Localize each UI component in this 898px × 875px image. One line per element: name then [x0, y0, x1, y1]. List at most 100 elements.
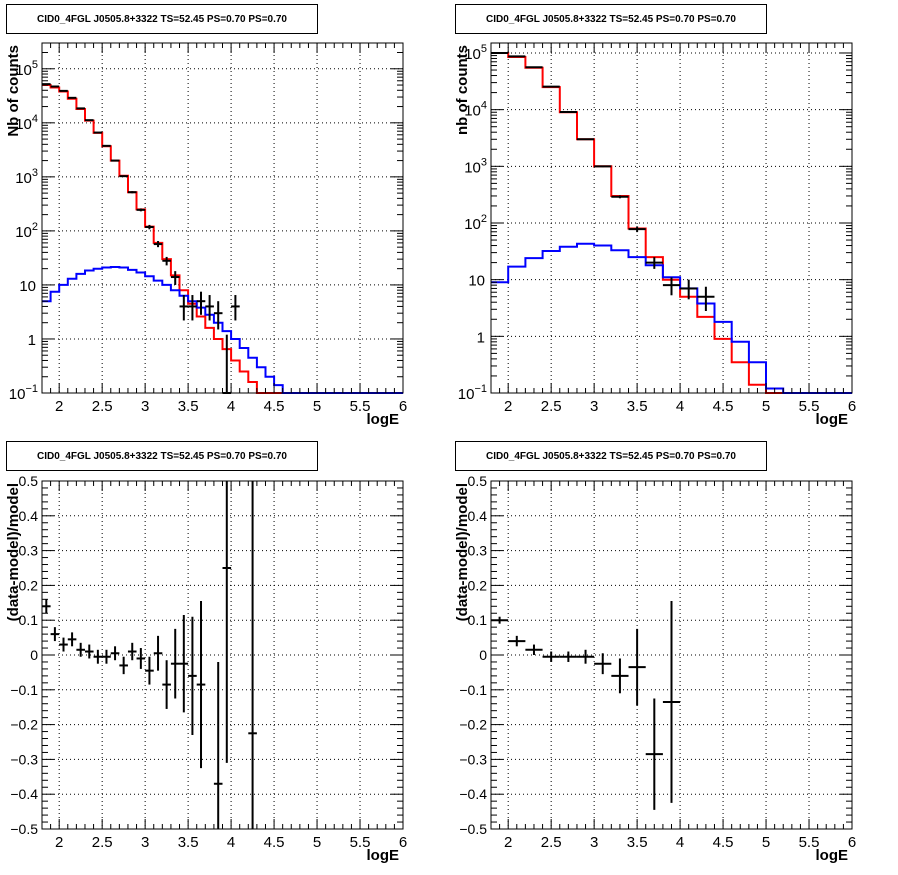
data-point: [576, 649, 595, 664]
data-point: [170, 628, 180, 699]
x-tick-label: 3.5: [627, 834, 648, 851]
x-tick-label: 6: [848, 834, 856, 851]
y-tick-label: 0: [30, 647, 38, 663]
y-tick-label: 0.1: [468, 612, 488, 628]
counts-panel-right: CID0_4FGL J0505.8+3322 TS=52.45 PS=0.70 …: [449, 0, 869, 430]
x-axis-title: logE: [816, 411, 849, 428]
y-tick-label: 0.4: [468, 508, 488, 524]
data-point: [559, 110, 577, 113]
data-point: [67, 632, 77, 647]
data-point: [136, 648, 146, 669]
y-tick-label: −0.4: [10, 786, 38, 802]
data-point: [119, 656, 128, 675]
data-point: [59, 637, 68, 652]
x-tick-label: 4: [676, 398, 684, 415]
x-axis-title: logE: [367, 411, 400, 428]
data-point: [508, 635, 526, 647]
data-point: [119, 175, 128, 178]
chart-title: CID0_4FGL J0505.8+3322 TS=52.45 PS=0.70 …: [455, 4, 767, 34]
y-axis-title: Nb of counts: [5, 45, 22, 137]
plot-frame: [490, 42, 853, 394]
counts-plot-left: 2 2.5 3 3.5 4 4.5 5 5.5 6 10−1 1 10 102 103 104 105 logE…: [5, 42, 407, 428]
data-point: [84, 644, 94, 659]
y-axis-title: (data-model)/model: [5, 483, 22, 621]
x-tick-label: 5.5: [799, 398, 820, 415]
data-point: [179, 295, 189, 321]
data-point: [188, 616, 197, 736]
data-point: [628, 226, 646, 233]
data-point: [145, 224, 154, 230]
x-tick-label: 3.5: [178, 398, 199, 415]
x-tick-label: 3: [590, 834, 598, 851]
data-point: [213, 661, 223, 829]
x-tick-label: 6: [399, 398, 407, 415]
data-point: [662, 601, 681, 803]
x-tick-label: 4: [227, 398, 235, 415]
data-point: [645, 257, 663, 269]
data-point: [102, 144, 111, 147]
source-model-line: [491, 242, 852, 394]
x-tick-label: 2.5: [92, 398, 113, 415]
x-axis-title: logE: [816, 847, 849, 864]
y-tick-label: −0.1: [10, 682, 38, 698]
chart-title: CID0_4FGL J0505.8+3322 TS=52.45 PS=0.70 …: [6, 441, 318, 471]
data-point: [576, 138, 595, 141]
data-point: [179, 614, 189, 713]
x-tick-label: 5: [762, 834, 770, 851]
y-tick-label: 0: [479, 647, 487, 663]
y-tick-label: 104: [15, 113, 38, 133]
data-point: [136, 208, 146, 212]
y-tick-label: 0.5: [19, 473, 39, 489]
x-tick-label: 5: [313, 834, 321, 851]
data-point: [525, 644, 543, 655]
data-point: [50, 627, 60, 642]
y-tick-label: 105: [15, 59, 38, 79]
counts-panel-left: CID0_4FGL J0505.8+3322 TS=52.45 PS=0.70 …: [0, 0, 420, 430]
data-point: [697, 286, 715, 311]
x-tick-label: 5: [313, 398, 321, 415]
y-tick-label: 0.3: [19, 543, 39, 559]
x-tick-label: 3: [141, 834, 149, 851]
y-tick-label: −0.3: [459, 751, 487, 767]
y-tick-label: 0.2: [19, 577, 39, 593]
x-tick-label: 6: [399, 834, 407, 851]
data-point: [188, 295, 197, 321]
x-tick-label: 4.5: [264, 834, 285, 851]
x-tick-label: 2: [504, 398, 512, 415]
source-model-line: [42, 266, 403, 394]
data-point: [196, 601, 206, 769]
data-point: [559, 651, 577, 662]
y-tick-label: 10−1: [9, 383, 38, 403]
x-tick-label: 4: [676, 834, 684, 851]
x-axis-title: logE: [367, 847, 400, 864]
y-axis-title: (data-model)/model: [454, 483, 471, 621]
y-tick-label: 1: [28, 332, 36, 349]
y-tick-label: 0.2: [468, 577, 488, 593]
x-tick-label: 4.5: [713, 398, 734, 415]
data-point: [222, 334, 232, 394]
data-point: [594, 653, 612, 675]
data-point: [662, 277, 681, 296]
x-tick-label: 3: [141, 398, 149, 415]
data-point: [248, 481, 257, 829]
residual-panel-right: CID0_4FGL J0505.8+3322 TS=52.45 PS=0.70 …: [449, 437, 869, 875]
data-point: [153, 635, 163, 671]
data-point: [205, 295, 214, 321]
data-point: [222, 481, 232, 763]
data-point: [231, 295, 240, 321]
y-tick-label: 10: [19, 278, 36, 295]
data-point: [93, 131, 103, 134]
data-point: [628, 628, 646, 706]
residual-plot-right: 2 2.5 3 3.5 4 4.5 5 5.5 6 −0.5 −0.4 −0.3 −0.2 −0.1 0 0.…: [454, 473, 856, 864]
y-tick-label: 102: [464, 213, 487, 233]
data-point: [213, 301, 223, 330]
data-point: [84, 119, 94, 122]
x-tick-label: 5: [762, 398, 770, 415]
x-tick-label: 4: [227, 834, 235, 851]
y-axis-title: nb of counts: [454, 45, 471, 135]
x-tick-label: 6: [848, 398, 856, 415]
data-point: [162, 256, 171, 266]
data-point: [102, 649, 111, 664]
y-tick-label: 10: [468, 273, 485, 290]
y-tick-label: −0.5: [10, 821, 38, 837]
